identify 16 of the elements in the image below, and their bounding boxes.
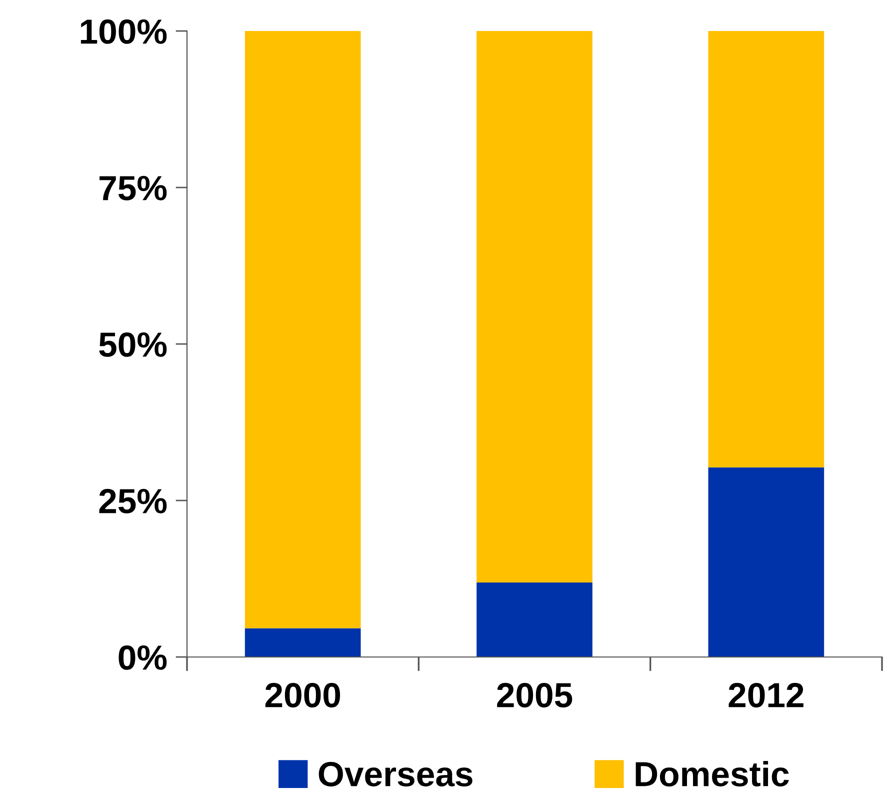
bar xyxy=(708,31,824,468)
y-tick-label: 75% xyxy=(100,176,167,200)
y-tick-label: 25% xyxy=(99,488,167,514)
y-tick-label: 100% xyxy=(80,19,167,44)
bar xyxy=(244,628,361,657)
y-tick-label: 0% xyxy=(118,645,167,670)
bar xyxy=(476,31,592,583)
x-tick-label: 2005 xyxy=(497,682,572,708)
bar xyxy=(708,467,824,657)
x-tick-label: 2000 xyxy=(265,682,340,708)
bar xyxy=(476,582,592,657)
legend-label: Domestic xyxy=(636,760,789,786)
bar xyxy=(244,31,361,628)
y-tick-label: 50% xyxy=(99,332,167,357)
x-tick-label: 2012 xyxy=(728,682,804,708)
legend-label: Overseas xyxy=(318,762,472,786)
